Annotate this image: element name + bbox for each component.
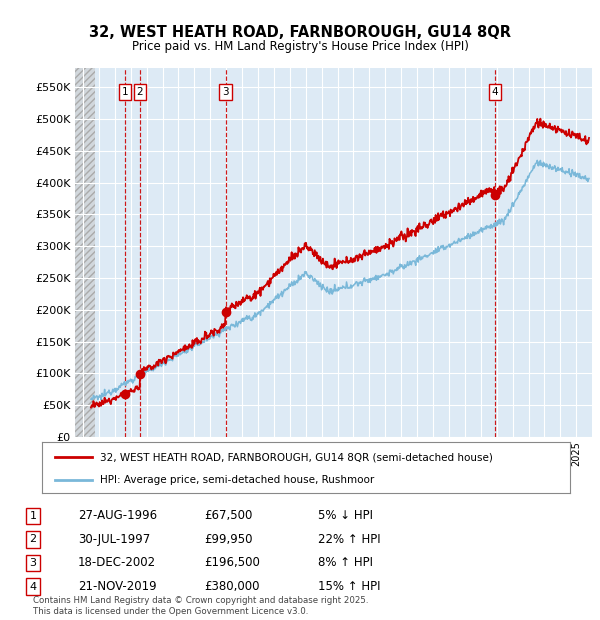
Text: 3: 3 <box>222 87 229 97</box>
Text: 32, WEST HEATH ROAD, FARNBOROUGH, GU14 8QR (semi-detached house): 32, WEST HEATH ROAD, FARNBOROUGH, GU14 8… <box>100 453 493 463</box>
Text: 21-NOV-2019: 21-NOV-2019 <box>78 580 157 593</box>
Text: 1: 1 <box>29 511 37 521</box>
Text: Contains HM Land Registry data © Crown copyright and database right 2025.
This d: Contains HM Land Registry data © Crown c… <box>33 596 368 616</box>
Text: 8% ↑ HPI: 8% ↑ HPI <box>318 557 373 569</box>
Text: 5% ↓ HPI: 5% ↓ HPI <box>318 510 373 522</box>
Text: 32, WEST HEATH ROAD, FARNBOROUGH, GU14 8QR: 32, WEST HEATH ROAD, FARNBOROUGH, GU14 8… <box>89 25 511 40</box>
Text: £99,950: £99,950 <box>204 533 253 546</box>
Text: 1: 1 <box>122 87 128 97</box>
Text: HPI: Average price, semi-detached house, Rushmoor: HPI: Average price, semi-detached house,… <box>100 475 374 485</box>
Text: £67,500: £67,500 <box>204 510 253 522</box>
Text: Price paid vs. HM Land Registry's House Price Index (HPI): Price paid vs. HM Land Registry's House … <box>131 40 469 53</box>
Bar <box>75 68 95 437</box>
Text: 4: 4 <box>29 582 37 591</box>
Text: 18-DEC-2002: 18-DEC-2002 <box>78 557 156 569</box>
Text: 30-JUL-1997: 30-JUL-1997 <box>78 533 150 546</box>
Text: 2: 2 <box>29 534 37 544</box>
Text: 22% ↑ HPI: 22% ↑ HPI <box>318 533 380 546</box>
Text: 4: 4 <box>491 87 498 97</box>
Text: 15% ↑ HPI: 15% ↑ HPI <box>318 580 380 593</box>
Text: 2: 2 <box>137 87 143 97</box>
Text: 27-AUG-1996: 27-AUG-1996 <box>78 510 157 522</box>
Bar <box>75 68 95 437</box>
Text: £380,000: £380,000 <box>204 580 260 593</box>
Text: 3: 3 <box>29 558 37 568</box>
Text: £196,500: £196,500 <box>204 557 260 569</box>
